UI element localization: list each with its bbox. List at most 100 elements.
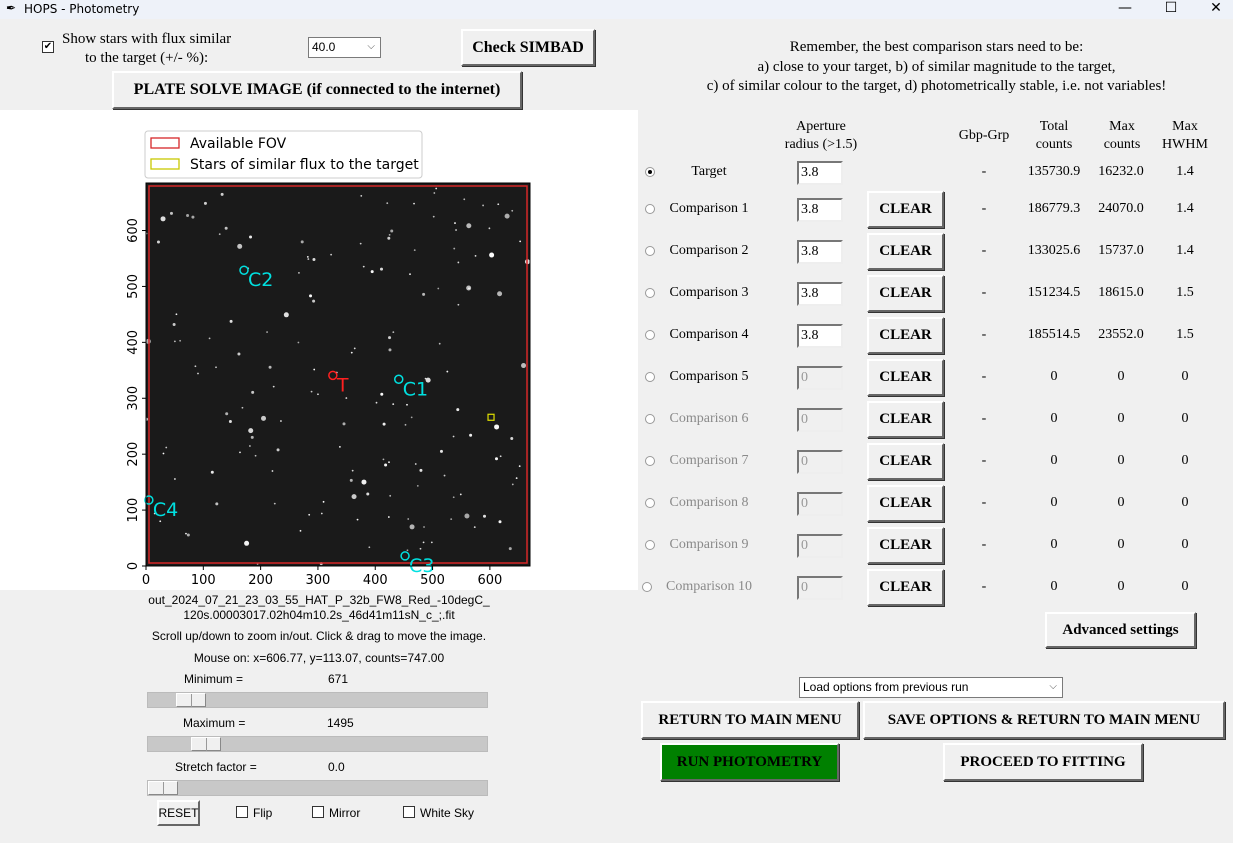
star [310, 390, 313, 393]
clear-button[interactable]: CLEAR [867, 317, 944, 354]
star [518, 465, 521, 468]
select-star-radio[interactable] [645, 204, 655, 214]
star [390, 229, 394, 233]
clear-button[interactable]: CLEAR [867, 485, 944, 522]
star [215, 366, 217, 369]
clear-button[interactable]: CLEAR [867, 191, 944, 228]
save-return-button[interactable]: SAVE OPTIONS & RETURN TO MAIN MENU [863, 701, 1225, 739]
select-star-radio[interactable] [645, 167, 655, 177]
star [388, 336, 392, 340]
hwhm-value: 0 [1181, 495, 1189, 510]
gbp-grp-value: - [981, 453, 987, 468]
star [413, 202, 415, 205]
flux-label-line: Show stars with flux similar [62, 31, 232, 47]
star [419, 468, 423, 472]
max-counts-value: 15737.0 [1098, 243, 1144, 258]
gbp-grp-value: - [981, 495, 987, 510]
check-simbad-button[interactable]: Check SIMBAD [461, 29, 595, 66]
gbp-grp-value: - [981, 579, 987, 594]
star [308, 513, 311, 516]
star [454, 222, 456, 224]
star-label: Target [691, 164, 727, 179]
star [384, 463, 388, 467]
aperture-input[interactable]: 3.8 [797, 161, 843, 185]
star [309, 294, 313, 298]
load-options-select[interactable]: Load options from previous run ⌵ [799, 677, 1063, 698]
clear-button[interactable]: CLEAR [867, 527, 944, 564]
clear-button[interactable]: CLEAR [867, 569, 944, 606]
axes-frame [145, 182, 531, 567]
star [169, 211, 173, 215]
star [508, 547, 512, 551]
aperture-input[interactable]: 0 [797, 534, 843, 558]
return-main-menu-button[interactable]: RETURN TO MAIN MENU [641, 701, 859, 739]
flux-percent-select[interactable]: 40.0 ⌵ [308, 37, 381, 58]
flip-checkbox[interactable] [236, 806, 248, 818]
hwhm-value: 1.4 [1176, 164, 1194, 179]
select-star-radio[interactable] [645, 330, 655, 340]
select-star-radio[interactable] [645, 372, 655, 382]
minimum-slider[interactable] [147, 692, 488, 708]
advanced-settings-button[interactable]: Advanced settings [1045, 612, 1196, 648]
star [494, 457, 498, 461]
select-star-radio[interactable] [645, 456, 655, 466]
star [370, 270, 374, 274]
star-label: Comparison 5 [669, 369, 749, 384]
star [389, 494, 392, 497]
aperture-input[interactable]: 0 [797, 366, 843, 390]
star-label: Comparison 6 [669, 411, 749, 426]
select-star-radio[interactable] [645, 498, 655, 508]
maximize-button[interactable]: ☐ [1164, 0, 1178, 16]
header-hwhm: HWHM [1162, 137, 1208, 152]
proceed-fitting-button[interactable]: PROCEED TO FITTING [943, 743, 1143, 781]
maximum-slider[interactable] [147, 736, 488, 752]
star [244, 540, 250, 546]
slider-thumb[interactable] [148, 781, 178, 795]
aperture-input[interactable]: 0 [797, 576, 843, 600]
slider-thumb[interactable] [191, 737, 222, 751]
clear-button[interactable]: CLEAR [867, 275, 944, 312]
aperture-input[interactable]: 0 [797, 492, 843, 516]
flux-checkbox[interactable]: ✔ [42, 41, 54, 53]
total-counts-value: 186779.3 [1027, 201, 1081, 216]
aperture-input[interactable]: 3.8 [797, 324, 843, 348]
aperture-input[interactable]: 0 [797, 450, 843, 474]
select-star-radio[interactable] [645, 246, 655, 256]
minimize-button[interactable]: — [1118, 0, 1132, 16]
run-photometry-button[interactable]: RUN PHOTOMETRY [660, 743, 839, 781]
aperture-input[interactable]: 0 [797, 408, 843, 432]
star [433, 192, 436, 194]
star [450, 518, 453, 521]
clear-button[interactable]: CLEAR [867, 233, 944, 270]
aperture-input[interactable]: 3.8 [797, 198, 843, 222]
y-tick-label: 100 [126, 498, 141, 523]
total-counts-value: 0 [1050, 537, 1058, 552]
gbp-grp-value: - [981, 201, 987, 216]
reset-button[interactable]: RESET [157, 800, 200, 826]
aperture-input[interactable]: 3.8 [797, 282, 843, 306]
aperture-input[interactable]: 3.8 [797, 240, 843, 264]
star [423, 526, 425, 528]
white-sky-checkbox[interactable] [403, 806, 415, 818]
clear-button[interactable]: CLEAR [867, 401, 944, 438]
plate-solve-button[interactable]: PLATE SOLVE IMAGE (if connected to the i… [112, 71, 522, 109]
select-star-radio[interactable] [642, 582, 652, 592]
clear-button[interactable]: CLEAR [867, 443, 944, 480]
select-star-radio[interactable] [645, 414, 655, 424]
stretch-label: Stretch factor = [175, 760, 257, 774]
star [307, 258, 310, 260]
hwhm-value: 1.4 [1176, 243, 1194, 258]
star [156, 240, 160, 244]
stretch-slider[interactable] [147, 780, 488, 796]
clear-button[interactable]: CLEAR [867, 359, 944, 396]
mirror-checkbox[interactable] [312, 806, 324, 818]
star-marker [239, 265, 249, 275]
close-button[interactable]: ✕ [1210, 0, 1222, 16]
star [474, 254, 477, 257]
select-star-radio[interactable] [645, 288, 655, 298]
slider-thumb[interactable] [175, 693, 206, 707]
x-tick-label: 300 [306, 573, 331, 588]
star [498, 520, 502, 524]
select-star-radio[interactable] [645, 540, 655, 550]
